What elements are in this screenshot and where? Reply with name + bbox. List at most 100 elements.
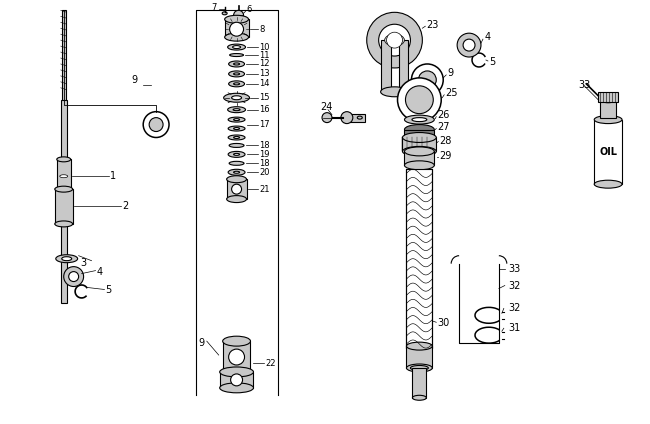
Text: 26: 26 [437, 110, 450, 120]
Ellipse shape [228, 169, 245, 175]
Ellipse shape [385, 34, 404, 46]
Circle shape [419, 71, 436, 89]
Ellipse shape [402, 133, 436, 142]
Ellipse shape [55, 186, 73, 192]
Ellipse shape [233, 171, 240, 173]
Text: 10: 10 [259, 42, 270, 52]
Ellipse shape [406, 342, 432, 350]
Ellipse shape [404, 125, 434, 134]
Bar [225, 19, 248, 37]
Text: 14: 14 [259, 79, 270, 88]
Ellipse shape [57, 157, 71, 162]
Circle shape [398, 78, 441, 122]
Text: 9: 9 [447, 68, 453, 78]
Text: 18: 18 [259, 159, 270, 168]
Circle shape [367, 12, 422, 68]
Ellipse shape [229, 143, 244, 148]
Bar [594, 120, 622, 184]
Text: 18: 18 [259, 141, 270, 150]
Bar [343, 114, 365, 122]
Ellipse shape [60, 175, 68, 178]
Ellipse shape [222, 12, 227, 15]
Text: 4: 4 [485, 32, 491, 42]
Ellipse shape [410, 365, 428, 371]
Ellipse shape [404, 147, 434, 156]
Bar [223, 341, 250, 373]
Ellipse shape [225, 15, 248, 23]
Bar [406, 346, 432, 368]
Text: 30: 30 [437, 318, 450, 328]
Ellipse shape [228, 126, 245, 131]
Circle shape [69, 272, 79, 282]
Ellipse shape [358, 116, 362, 119]
Ellipse shape [228, 151, 245, 157]
Ellipse shape [233, 63, 240, 65]
Ellipse shape [404, 161, 434, 170]
Ellipse shape [600, 97, 616, 103]
Bar [55, 189, 73, 224]
Text: 33: 33 [509, 264, 521, 273]
Bar [404, 151, 434, 165]
Ellipse shape [406, 364, 432, 372]
Ellipse shape [229, 162, 244, 165]
Text: 13: 13 [259, 70, 270, 78]
Circle shape [229, 22, 244, 36]
Text: 11: 11 [259, 50, 270, 59]
Circle shape [322, 113, 332, 123]
Bar [60, 100, 67, 304]
Ellipse shape [224, 93, 250, 102]
Ellipse shape [233, 109, 240, 111]
Text: 20: 20 [259, 168, 270, 177]
Ellipse shape [233, 128, 240, 130]
Text: 19: 19 [259, 150, 270, 159]
Circle shape [411, 64, 443, 96]
Ellipse shape [594, 180, 622, 188]
Text: 28: 28 [439, 137, 452, 146]
Text: 16: 16 [259, 105, 270, 114]
Bar [62, 10, 66, 105]
Circle shape [231, 184, 242, 194]
Ellipse shape [228, 135, 245, 140]
Ellipse shape [233, 46, 240, 49]
Bar [57, 159, 71, 194]
Ellipse shape [233, 83, 240, 85]
Text: 33: 33 [578, 80, 591, 90]
Text: 12: 12 [259, 59, 270, 69]
Bar [227, 179, 246, 199]
Text: 7: 7 [211, 3, 216, 12]
Text: 32: 32 [509, 303, 521, 313]
Text: 3: 3 [81, 258, 86, 268]
Ellipse shape [229, 81, 244, 87]
Ellipse shape [412, 395, 426, 400]
Circle shape [143, 112, 169, 137]
Circle shape [457, 33, 481, 57]
Text: 5: 5 [105, 285, 112, 296]
Text: 17: 17 [259, 120, 270, 129]
Ellipse shape [228, 117, 245, 122]
Ellipse shape [402, 146, 436, 156]
Ellipse shape [412, 117, 427, 122]
Ellipse shape [227, 44, 246, 50]
Text: 23: 23 [426, 20, 439, 30]
Bar [402, 137, 436, 151]
Bar [381, 40, 391, 92]
Ellipse shape [233, 73, 240, 75]
Ellipse shape [220, 383, 254, 393]
Ellipse shape [220, 367, 254, 377]
Text: 21: 21 [259, 184, 270, 194]
Bar [404, 130, 434, 137]
Ellipse shape [594, 116, 622, 123]
Circle shape [233, 10, 244, 20]
Ellipse shape [233, 119, 240, 120]
Ellipse shape [404, 115, 434, 124]
Ellipse shape [223, 368, 250, 378]
Ellipse shape [231, 96, 242, 100]
Circle shape [387, 32, 402, 48]
Ellipse shape [225, 33, 248, 41]
Text: 9: 9 [199, 338, 205, 348]
Ellipse shape [227, 195, 246, 203]
Circle shape [229, 349, 244, 365]
Circle shape [406, 86, 434, 114]
Circle shape [341, 112, 353, 123]
Text: 6: 6 [246, 5, 252, 14]
